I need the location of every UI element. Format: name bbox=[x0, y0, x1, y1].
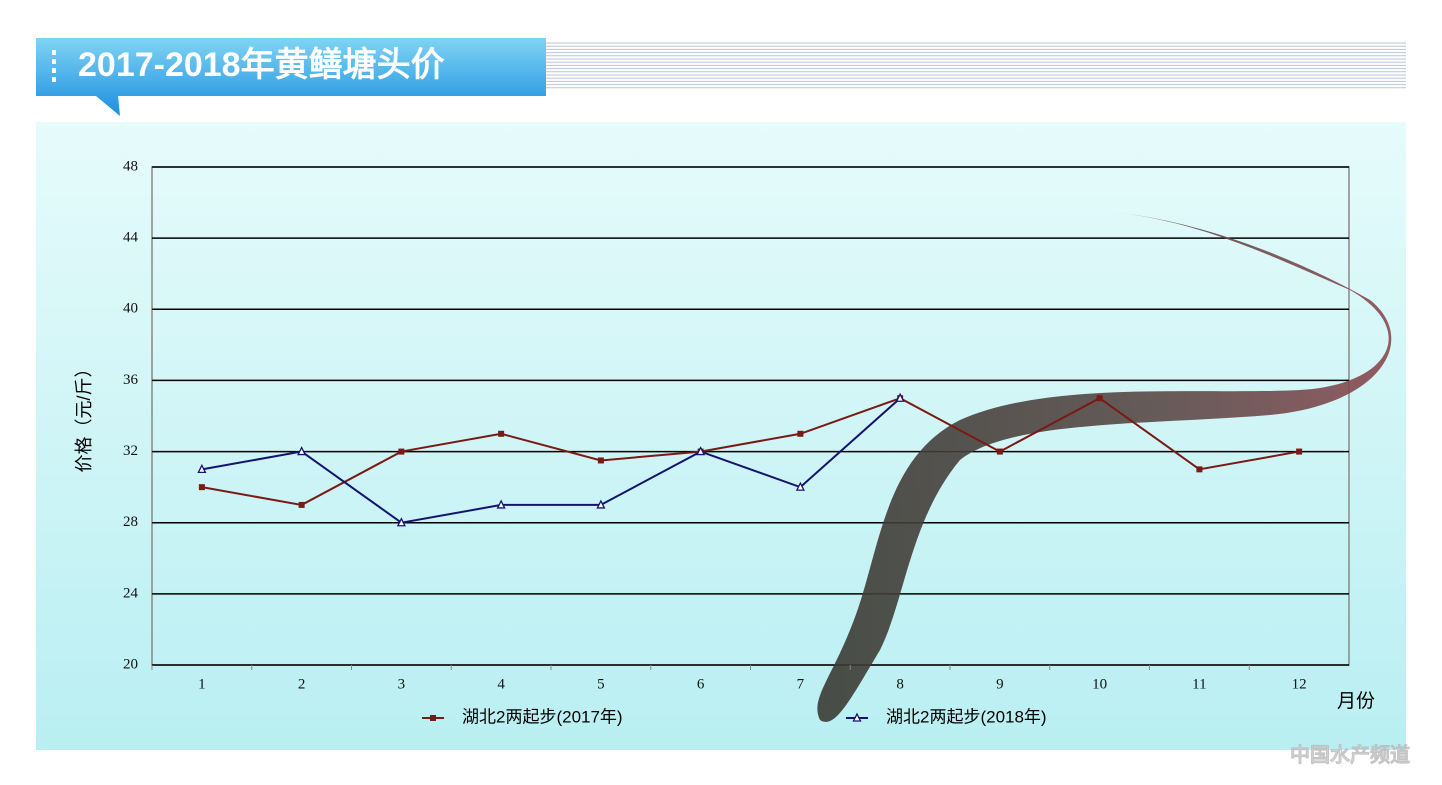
x-tick-label: 11 bbox=[1192, 676, 1206, 692]
x-tick-label: 7 bbox=[797, 676, 805, 692]
point-marker bbox=[197, 463, 207, 474]
y-tick-label: 40 bbox=[123, 301, 138, 317]
x-axis-label: 月份 bbox=[1337, 690, 1375, 712]
point-marker bbox=[398, 448, 405, 455]
point-marker bbox=[496, 499, 506, 509]
point-marker bbox=[696, 446, 706, 456]
x-tick-label: 3 bbox=[398, 676, 406, 692]
header-stripes bbox=[546, 42, 1406, 89]
x-tick-label: 1 bbox=[198, 676, 206, 692]
series-line bbox=[201, 397, 1300, 506]
y-tick-label: 36 bbox=[123, 372, 139, 388]
x-tick-label: 12 bbox=[1292, 676, 1307, 692]
x-tick-label: 8 bbox=[896, 676, 904, 692]
point-marker bbox=[396, 517, 406, 527]
point-marker bbox=[996, 448, 1003, 455]
point-marker bbox=[297, 446, 307, 456]
point-marker bbox=[1196, 466, 1203, 473]
y-tick-label: 20 bbox=[123, 656, 138, 672]
y-tick-label: 44 bbox=[123, 230, 139, 246]
series-line bbox=[201, 397, 901, 524]
y-tick-label: 48 bbox=[123, 158, 138, 174]
y-tick-label: 24 bbox=[123, 585, 139, 601]
banner-dots bbox=[52, 50, 56, 82]
legend-label: 湖北2两起步(2018年) bbox=[886, 707, 1047, 726]
point-marker bbox=[298, 501, 305, 508]
point-marker bbox=[797, 430, 804, 437]
chart-panel bbox=[36, 122, 1406, 750]
point-marker bbox=[895, 392, 905, 402]
chart-title: 2017-2018年黄鳝塘头价 bbox=[78, 46, 445, 84]
x-tick-label: 9 bbox=[996, 676, 1004, 692]
y-axis-label: 价格（元/斤） bbox=[74, 359, 94, 472]
point-marker bbox=[1096, 395, 1103, 402]
y-tick-label: 28 bbox=[123, 514, 138, 530]
x-tick-label: 5 bbox=[597, 676, 605, 692]
point-marker bbox=[1296, 448, 1303, 455]
point-marker bbox=[596, 499, 606, 509]
eel-illustration bbox=[817, 212, 1392, 722]
watermark: 中国水产频道 bbox=[1290, 742, 1410, 766]
point-marker bbox=[795, 481, 805, 491]
legend-label: 湖北2两起步(2017年) bbox=[462, 707, 623, 726]
point-marker bbox=[597, 457, 604, 464]
point-marker bbox=[198, 484, 205, 491]
x-tick-label: 4 bbox=[497, 676, 505, 692]
x-tick-label: 10 bbox=[1092, 676, 1107, 692]
point-marker bbox=[852, 712, 862, 722]
point-marker bbox=[430, 715, 436, 721]
point-marker bbox=[498, 430, 505, 437]
x-tick-label: 6 bbox=[697, 676, 705, 692]
y-tick-label: 32 bbox=[123, 443, 138, 459]
x-tick-label: 2 bbox=[298, 676, 306, 692]
title-banner bbox=[36, 38, 546, 116]
